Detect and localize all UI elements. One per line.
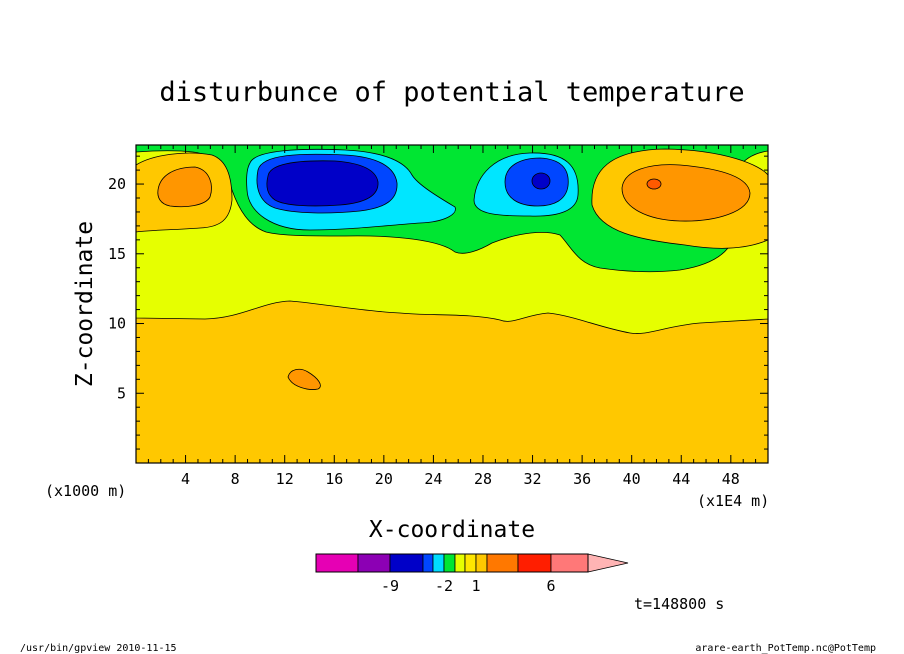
contour-region-lower-warm-blob (287, 368, 321, 390)
colorbar (315, 553, 629, 573)
x-tick-label: 24 (424, 470, 442, 488)
colorbar-segment (443, 553, 456, 573)
x-unit-right: (x1E4 m) (697, 492, 769, 510)
colorbar-segment (475, 553, 488, 573)
colorbar-label: 1 (471, 577, 480, 595)
contour-region-upper-left-2-4 (157, 166, 212, 208)
colorbar-segment (517, 553, 552, 573)
y-axis-label: Z-coordinate (72, 221, 98, 387)
footer-right: arare-earth_PotTemp.nc@PotTemp (695, 643, 876, 654)
colorbar-segment (315, 553, 359, 573)
colorbar-segment (357, 553, 391, 573)
x-tick-label: 28 (474, 470, 492, 488)
x-tick-label: 12 (276, 470, 294, 488)
colorbar-arrow (587, 553, 629, 573)
colorbar-segment (464, 553, 477, 573)
colorbar-segment (432, 553, 445, 573)
y-axis-ticks (136, 155, 768, 464)
colorbar-frame (315, 553, 589, 573)
x-tick-label: 20 (375, 470, 393, 488)
colorbar-segment (550, 553, 589, 573)
chart-title: disturbunce of potential temperature (159, 77, 744, 108)
y-tick-label: 15 (108, 245, 126, 263)
x-tick-label: 44 (672, 470, 690, 488)
y-tick-label: 10 (108, 315, 126, 333)
colorbar-segment (389, 553, 424, 573)
contour-region-right-cold-3 (531, 172, 551, 190)
y-axis-tick-labels: 5 10 15 20 (108, 175, 126, 402)
y-tick-label: 5 (117, 384, 126, 402)
contour-plot-area (135, 144, 769, 464)
colorbar-label: 6 (546, 577, 555, 595)
y-tick-label: 20 (108, 175, 126, 193)
x-axis-label: X-coordinate (369, 517, 535, 543)
contour-region-upper-right-4-6 (646, 178, 662, 190)
x-tick-label: 8 (231, 470, 240, 488)
colorbar-tick-labels: -9 -2 1 6 (381, 577, 556, 595)
time-label: t=148800 s (634, 595, 724, 613)
x-tick-label: 36 (573, 470, 591, 488)
x-unit-left: (x1000 m) (45, 482, 126, 500)
colorbar-label: -9 (381, 577, 399, 595)
x-tick-label: 40 (623, 470, 641, 488)
plot-frame (135, 144, 769, 464)
x-tick-label: 48 (722, 470, 740, 488)
x-tick-label: 16 (325, 470, 343, 488)
colorbar-segment (486, 553, 519, 573)
x-axis-tick-labels: 4 8 12 16 20 24 28 32 36 40 44 48 (181, 470, 740, 488)
x-axis-ticks (135, 145, 769, 463)
colorbar-segment (454, 553, 466, 573)
colorbar-segment (422, 553, 434, 573)
x-tick-label: 4 (181, 470, 190, 488)
colorbar-label: -2 (435, 577, 453, 595)
x-tick-label: 32 (524, 470, 542, 488)
footer-left: /usr/bin/gpview 2010-11-15 (20, 643, 177, 654)
contour-region-center-cold-3 (266, 160, 379, 207)
